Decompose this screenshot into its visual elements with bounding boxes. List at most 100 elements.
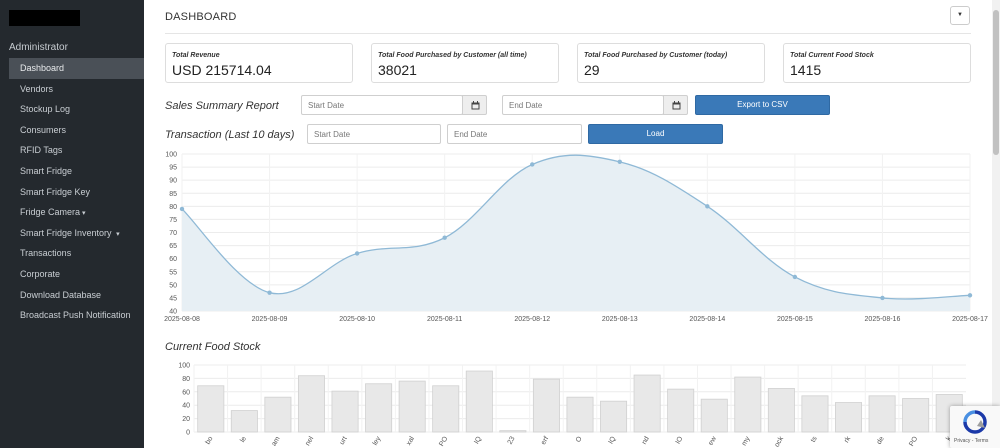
- bar-chart-bar: [868, 395, 896, 433]
- sales-end-calendar-button[interactable]: [663, 95, 688, 115]
- bar-chart-bar: [499, 430, 527, 433]
- sidebar-item-smart-fridge[interactable]: Smart Fridge: [20, 165, 73, 176]
- sidebar-item-dashboard[interactable]: Dashboard: [9, 58, 144, 79]
- bar-chart-x-tick-label: 23: [507, 435, 517, 445]
- header-dropdown-button[interactable]: ▼: [950, 6, 970, 25]
- line-chart-x-tick-label: 2025-08-09: [252, 316, 288, 323]
- sales-start-calendar-button[interactable]: [462, 95, 487, 115]
- bar-chart-x-tick-label: ock: [774, 435, 786, 448]
- recaptcha-badge[interactable]: Privacy - Terms: [950, 406, 1000, 448]
- calendar-icon: [471, 101, 480, 110]
- line-chart-point: [617, 159, 622, 165]
- transaction-start-date-input[interactable]: [307, 124, 441, 144]
- load-button[interactable]: Load: [588, 124, 723, 144]
- bar-chart-x-tick-label: urt: [339, 435, 349, 446]
- sidebar: Administrator Dashboard Vendors Stockup …: [0, 0, 144, 448]
- main-content: DASHBOARD ▼ Total Revenue USD 215714.04 …: [144, 0, 992, 448]
- bar-chart-bar: [902, 398, 930, 433]
- bar-chart-bar: [767, 388, 795, 433]
- bar-chart-bar: [197, 385, 225, 433]
- sidebar-item-smart-fridge-inventory[interactable]: Smart Fridge Inventory ▾: [20, 227, 120, 238]
- sidebar-item-transactions[interactable]: Transactions: [20, 248, 72, 259]
- bar-chart-y-tick-label: 40: [182, 403, 190, 410]
- bar-chart-x-tick-label: IQ: [473, 435, 483, 445]
- card-value: 29: [584, 62, 600, 78]
- brand-logo[interactable]: [9, 10, 80, 26]
- line-chart-area: [182, 155, 970, 311]
- line-chart-y-tick-label: 95: [169, 165, 177, 172]
- sales-start-date-input[interactable]: [301, 95, 463, 115]
- bar-chart-x-tick-label: am: [271, 435, 282, 447]
- bar-chart-x-tick-label: my: [741, 435, 752, 447]
- recaptcha-privacy-terms[interactable]: Privacy - Terms: [954, 438, 989, 444]
- card-label: Total Revenue: [172, 52, 220, 59]
- card-value: USD 215714.04: [172, 62, 272, 78]
- sidebar-item-vendors[interactable]: Vendors: [20, 83, 54, 94]
- bar-chart-x-tick-label: ts: [810, 435, 819, 444]
- card-total-food-today: Total Food Purchased by Customer (today)…: [577, 43, 765, 83]
- bar-chart-y-tick-label: 80: [182, 376, 190, 383]
- line-chart-x-tick-label: 2025-08-08: [164, 316, 200, 323]
- bar-chart-bar: [835, 402, 863, 433]
- bar-chart-bar: [398, 380, 426, 433]
- bar-chart-bar: [633, 374, 661, 433]
- bar-chart-x-tick-label: nel: [304, 435, 315, 447]
- card-label: Total Current Food Stock: [790, 52, 874, 59]
- line-chart-y-tick-label: 55: [169, 269, 177, 276]
- transaction-end-date-input[interactable]: [447, 124, 582, 144]
- line-chart-point: [267, 290, 272, 295]
- bar-chart-bar: [331, 390, 359, 433]
- current-food-stock-title: Current Food Stock: [165, 341, 261, 353]
- sidebar-item-rfid-tags[interactable]: RFID Tags: [20, 145, 63, 156]
- bar-chart-bar: [700, 398, 728, 433]
- bar-chart-bar: [600, 400, 628, 433]
- line-chart-y-tick-label: 50: [169, 282, 177, 289]
- line-chart-y-tick-label: 40: [169, 309, 177, 316]
- sidebar-item-fridge-camera[interactable]: Fridge Camera ▾: [20, 207, 86, 218]
- line-chart-x-tick-label: 2025-08-14: [689, 316, 725, 323]
- sidebar-item-broadcast-push-notification[interactable]: Broadcast Push Notification: [20, 310, 131, 321]
- bar-chart-bar: [667, 388, 695, 433]
- card-total-food-all-time: Total Food Purchased by Customer (all ti…: [371, 43, 559, 83]
- bar-chart-bar: [264, 396, 292, 433]
- line-chart-x-tick-label: 2025-08-13: [602, 316, 638, 323]
- sidebar-nav: Dashboard Vendors Stockup Log Consumers …: [9, 58, 144, 326]
- line-chart-point: [354, 251, 360, 256]
- card-total-current-stock: Total Current Food Stock 1415: [783, 43, 971, 83]
- chevron-down-icon: ▾: [82, 210, 86, 218]
- sidebar-item-download-database[interactable]: Download Database: [20, 289, 102, 300]
- bar-chart-x-tick-label: erf: [540, 435, 550, 446]
- line-chart-point: [705, 204, 710, 209]
- line-chart-point: [442, 235, 447, 240]
- sidebar-item-stockup-log[interactable]: Stockup Log: [20, 104, 71, 115]
- page-scrollbar[interactable]: [992, 0, 1000, 448]
- line-chart-point: [792, 274, 798, 280]
- sales-end-date-input[interactable]: [502, 95, 664, 115]
- line-chart-series-line: [181, 154, 971, 300]
- line-chart-x-tick-label: 2025-08-17: [952, 316, 988, 323]
- chevron-down-icon: ▾: [116, 230, 120, 238]
- bar-chart-x-tick-label: nd: [641, 435, 651, 445]
- line-chart-y-tick-label: 75: [169, 217, 177, 224]
- line-chart-y-tick-label: 60: [169, 256, 177, 263]
- bar-chart-bar: [465, 370, 493, 433]
- transaction-title: Transaction (Last 10 days): [165, 129, 295, 141]
- bar-chart-bar: [532, 378, 560, 433]
- scrollbar-thumb[interactable]: [993, 10, 999, 155]
- card-label: Total Food Purchased by Customer (all ti…: [378, 52, 527, 59]
- line-chart-y-tick-label: 100: [165, 152, 177, 159]
- role-label: Administrator: [9, 42, 68, 53]
- sidebar-item-consumers[interactable]: Consumers: [20, 124, 67, 135]
- export-csv-button[interactable]: Export to CSV: [695, 95, 830, 115]
- bar-chart-bar: [566, 396, 594, 433]
- sidebar-item-smart-fridge-key[interactable]: Smart Fridge Key: [20, 186, 91, 197]
- bar-chart-x-tick-label: le: [239, 435, 248, 443]
- line-chart-y-tick-label: 70: [169, 230, 177, 237]
- bar-chart-bar: [297, 375, 325, 433]
- line-chart-point: [967, 293, 973, 298]
- caret-down-icon: ▼: [957, 12, 963, 18]
- line-chart-x-tick-label: 2025-08-10: [339, 316, 375, 323]
- card-value: 1415: [790, 62, 822, 78]
- sidebar-item-corporate[interactable]: Corporate: [20, 268, 61, 279]
